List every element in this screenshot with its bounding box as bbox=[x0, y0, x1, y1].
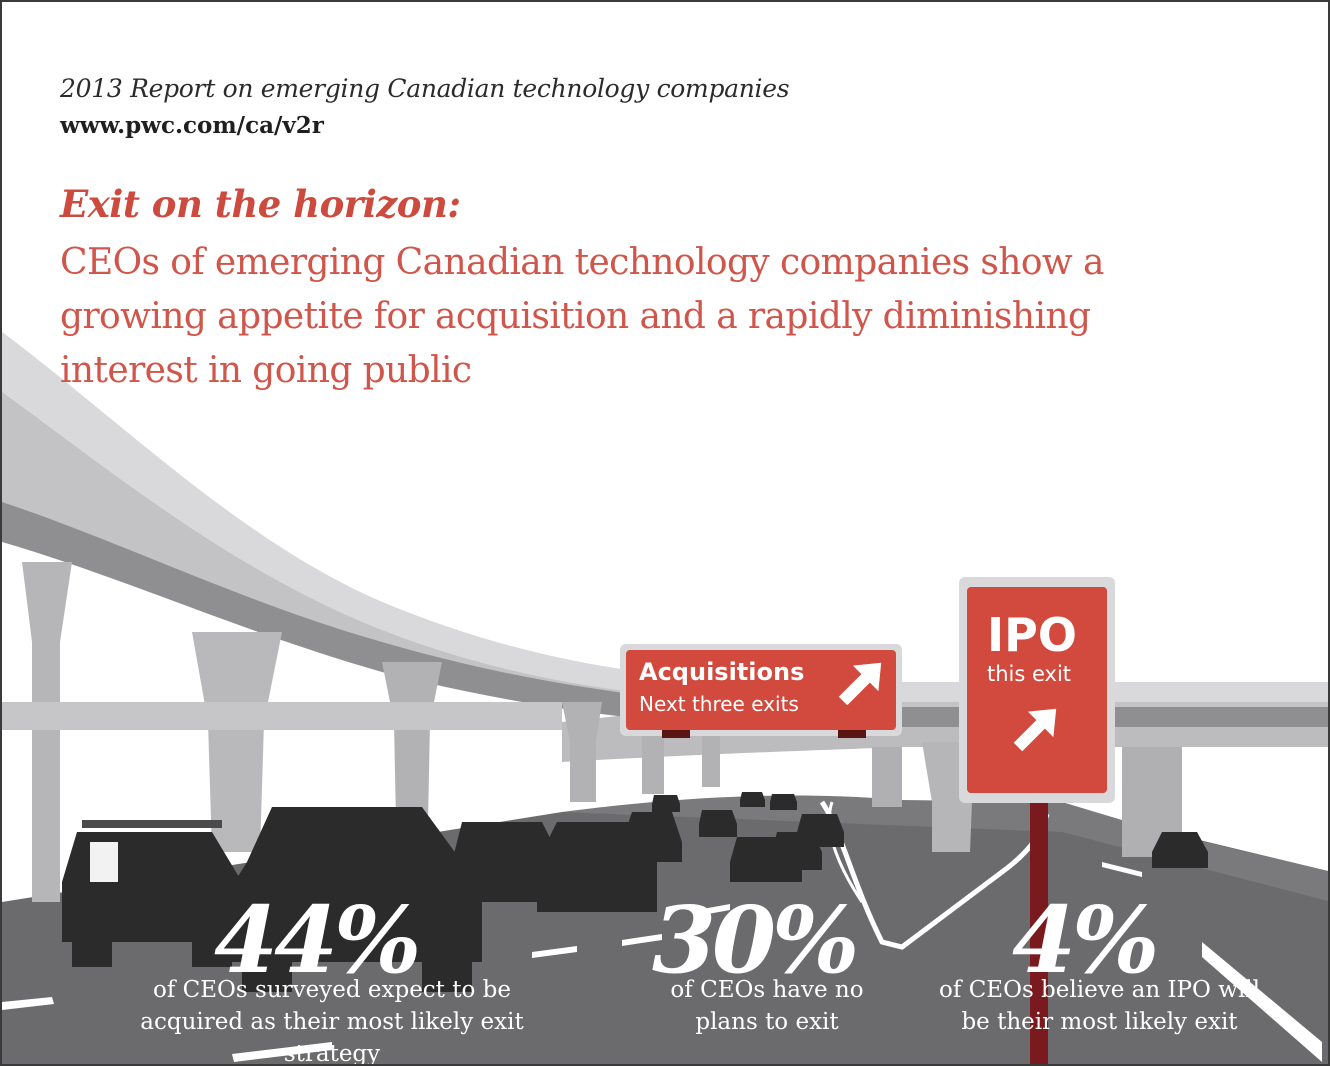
car-suv-big bbox=[222, 807, 482, 992]
lane-markings bbox=[2, 830, 1322, 1062]
stat-acquired-value: 44% bbox=[214, 886, 421, 994]
car-far-4 bbox=[770, 794, 797, 810]
ipo-sign-subtitle: this exit bbox=[987, 662, 1072, 686]
car-mid-1 bbox=[452, 822, 562, 902]
car-right bbox=[1152, 832, 1208, 868]
ipo-sign bbox=[959, 577, 1115, 1064]
acquisitions-sign-subtitle: Next three exits bbox=[639, 692, 799, 716]
report-url[interactable]: www.pwc.com/ca/v2r bbox=[60, 112, 324, 139]
car-mid-3 bbox=[622, 812, 682, 862]
arrow-up-right-icon bbox=[1013, 708, 1057, 752]
acquisitions-sign bbox=[620, 644, 902, 738]
car-far-3 bbox=[740, 792, 765, 807]
stat-no-exit-value: 30% bbox=[652, 886, 859, 994]
exit-lane-line-2 bbox=[827, 801, 864, 903]
car-far-1 bbox=[699, 810, 737, 837]
headline-subtitle: CEOs of emerging Canadian technology com… bbox=[60, 242, 1104, 391]
car-suv-left bbox=[62, 820, 242, 967]
stat-no-exit-caption: of CEOs have no plans to exit bbox=[670, 977, 864, 1035]
main-overpass bbox=[2, 332, 1328, 902]
headline-title: Exit on the horizon: bbox=[60, 182, 461, 226]
arrow-up-right-icon bbox=[838, 662, 882, 706]
stat-ipo-caption: of CEOs believe an IPO will be their mos… bbox=[939, 977, 1260, 1035]
car-silhouettes bbox=[62, 792, 1208, 992]
stat-ipo-value: 4% bbox=[1012, 886, 1159, 994]
car-far-2 bbox=[652, 795, 680, 812]
acquisitions-sign-title: Acquisitions bbox=[639, 658, 805, 686]
car-mid-6 bbox=[797, 814, 844, 847]
stat-acquired-caption: of CEOs surveyed expect to be acquired a… bbox=[140, 977, 524, 1066]
ipo-sign-title: IPO bbox=[987, 608, 1077, 662]
report-title: 2013 Report on emerging Canadian technol… bbox=[60, 74, 790, 103]
